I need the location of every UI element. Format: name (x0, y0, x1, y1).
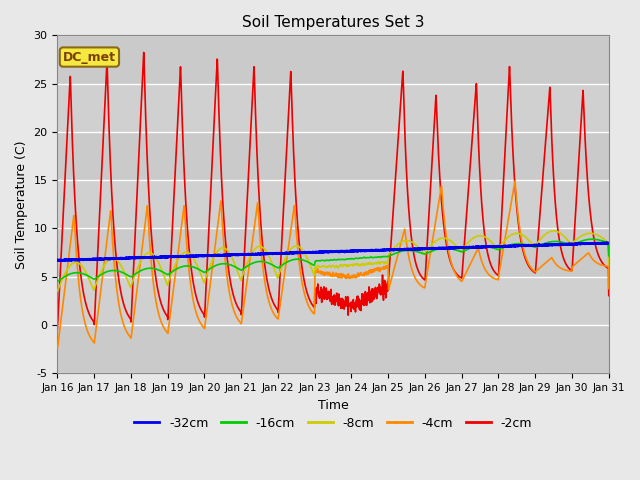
Y-axis label: Soil Temperature (C): Soil Temperature (C) (15, 140, 28, 269)
Bar (58, 325, 609, 373)
Bar (58, 36, 609, 84)
Legend: -32cm, -16cm, -8cm, -4cm, -2cm: -32cm, -16cm, -8cm, -4cm, -2cm (129, 412, 537, 435)
Text: DC_met: DC_met (63, 50, 116, 63)
Title: Soil Temperatures Set 3: Soil Temperatures Set 3 (242, 15, 424, 30)
Bar (58, 132, 609, 180)
Bar (58, 228, 609, 277)
X-axis label: Time: Time (317, 398, 348, 412)
